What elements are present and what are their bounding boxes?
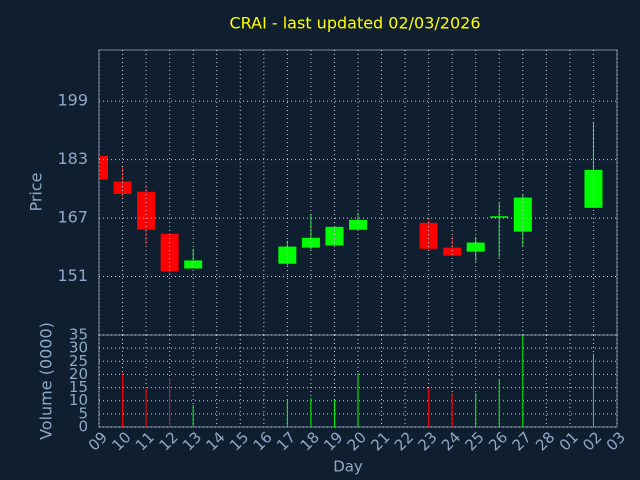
candle-body (349, 219, 367, 230)
volume-tick-label: 30 (69, 339, 88, 357)
candle-body (466, 242, 485, 252)
volume-tick-label: 10 (69, 391, 88, 409)
y-tick-label: 183 (57, 149, 88, 168)
candle-body (99, 155, 108, 180)
volume-tick-label: 20 (69, 365, 88, 383)
volume-axis-label: Volume (0000) (37, 322, 56, 440)
volume-tick-label: 0 (78, 418, 88, 436)
volume-tick-label: 25 (69, 352, 88, 370)
y-tick-label: 199 (57, 91, 88, 110)
candle-body (160, 233, 179, 272)
candle-body (419, 222, 438, 249)
candle-body (184, 260, 203, 269)
candle-body (113, 181, 132, 194)
candle-body (325, 226, 344, 246)
price-plot (99, 121, 603, 275)
chart-title: CRAI - last updated 02/03/2026 (229, 14, 480, 33)
y-axis-label: Price (27, 172, 46, 211)
candle-body (278, 246, 297, 264)
x-axis-label: Day (333, 458, 363, 476)
volume-tick-label: 35 (69, 326, 88, 344)
y-tick-label: 167 (57, 208, 88, 227)
volume-tick-label: 5 (78, 404, 88, 422)
volume-tick-label: 15 (69, 378, 88, 396)
candle-body (490, 216, 509, 218)
candle-body (443, 247, 462, 256)
candle-body (584, 169, 603, 208)
y-tick-label: 151 (57, 266, 88, 285)
